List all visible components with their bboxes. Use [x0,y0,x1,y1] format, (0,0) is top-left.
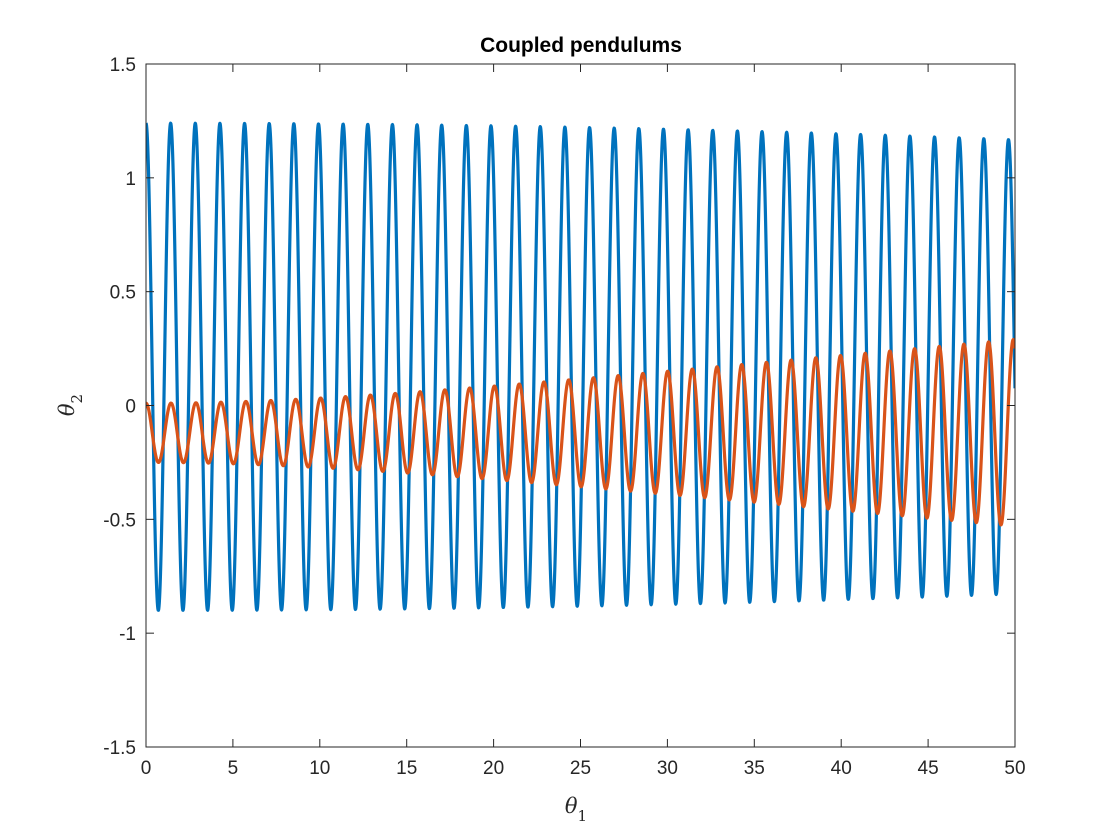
y-tick-label: 0 [125,397,136,418]
x-tick-label: 25 [570,758,591,779]
x-axis-label-symbol: θ [565,794,578,818]
x-tick-label: 5 [228,758,239,779]
x-tick-label: 45 [918,758,939,779]
y-tick-label: -1.5 [103,738,136,759]
series-line-1 [146,121,1015,612]
y-axis-label-subscript: 2 [68,394,86,404]
svg-text:θ2: θ2 [55,394,86,416]
series-line-2 [146,338,1015,527]
y-axis-label: θ2 [55,394,86,416]
series-lines [146,121,1015,612]
x-tick-label: 50 [1004,758,1025,779]
x-axis-label: θ1 [565,794,587,825]
y-tick-label: 1.5 [110,55,136,76]
x-tick-label: 30 [657,758,678,779]
y-tick-label: 0.5 [110,283,136,304]
x-tick-label: 15 [396,758,417,779]
x-axis-label-subscript: 1 [578,807,588,825]
svg-text:θ1: θ1 [565,794,587,825]
x-tick-label: 35 [744,758,765,779]
x-tick-label: 40 [831,758,852,779]
x-tick-label: 10 [309,758,330,779]
y-axis-label-symbol: θ [55,403,79,416]
chart-title: Coupled pendulums [480,34,682,57]
plot-area: 0 5 10 15 20 25 30 35 40 45 50 -1.5 -1 -0.5 0 0.5 1 1.5 [103,55,1025,779]
x-tick-label: 0 [141,758,152,779]
y-tick-label: -0.5 [103,510,136,531]
x-tick-label: 20 [483,758,504,779]
y-tick-label: -1 [119,624,136,645]
y-tick-label: 1 [125,169,136,190]
